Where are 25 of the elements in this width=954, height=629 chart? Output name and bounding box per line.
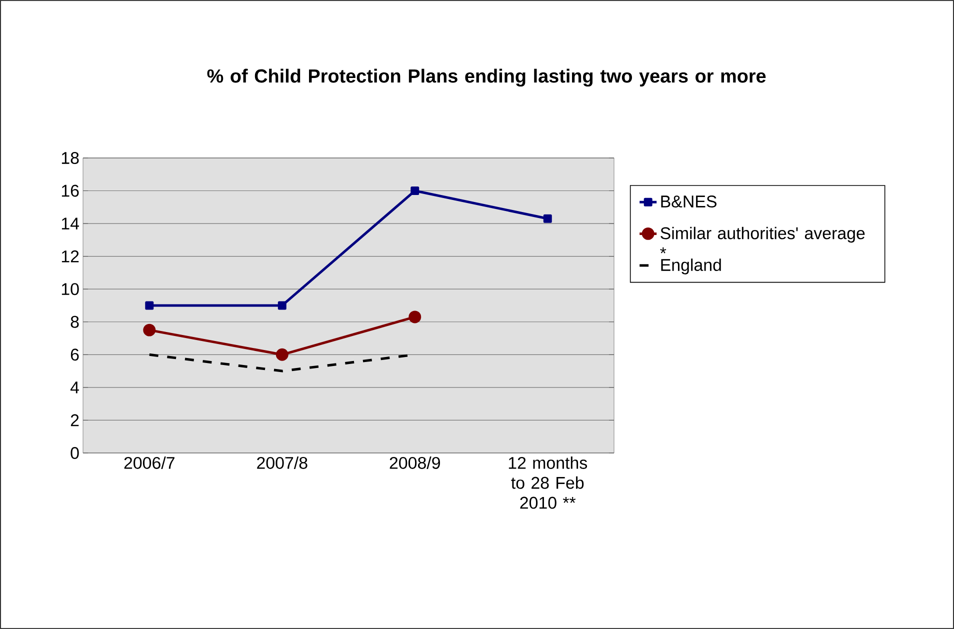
y-tick-label: 0 [70,446,79,459]
y-tick-label: 12 [62,250,79,262]
y-tick-label: 4 [70,382,79,394]
point [543,214,552,223]
x-tick-label: 2006/7 [124,456,174,469]
x-tick-label: 2008/9 [390,456,440,469]
y-tick-label: 8 [70,316,79,328]
y-tick-label: 2 [70,414,79,426]
legend-label: B&NES [661,196,716,208]
legend-label: England [661,258,721,274]
legend-label: Similar authorities' average * [660,226,865,254]
x-tick-label: 2007/8 [257,456,308,469]
point [410,186,420,195]
y-tick-label: 10 [62,283,79,296]
point [145,301,154,310]
y-tick-label: 18 [62,152,79,164]
y-tick-label: 14 [62,218,79,230]
x-tick-label: 12 months to 28 Feb 2010 ** [508,456,588,509]
point [278,301,286,310]
point [143,324,156,336]
y-tick-label: 16 [62,184,79,197]
point [276,348,288,361]
point [408,310,422,324]
y-tick-label: 6 [70,348,79,361]
chart-title: % of Child Protection Plans ending lasting two years or more [207,68,766,87]
